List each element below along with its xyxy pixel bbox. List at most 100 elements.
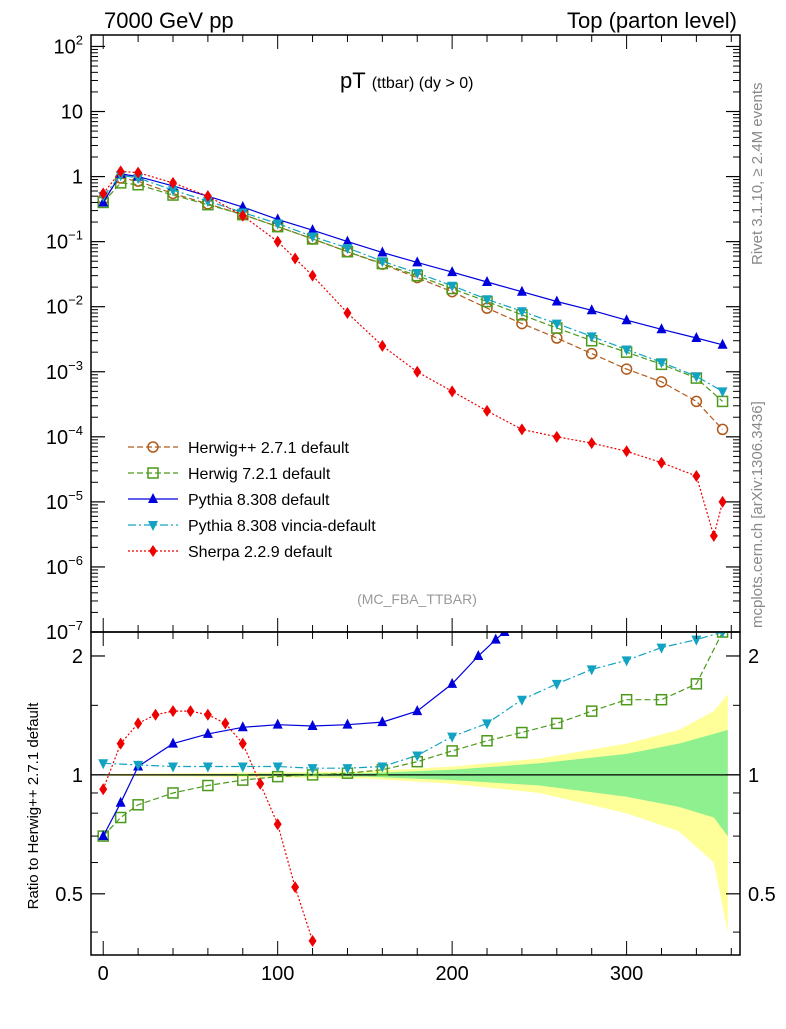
ratio-data-layer (91, 632, 740, 947)
header-left: 7000 GeV pp (104, 8, 234, 33)
main-data-point (116, 165, 125, 178)
main-data-point (482, 275, 493, 286)
ratio-data-point (621, 656, 632, 667)
main-y-tick-label: 10−3 (46, 358, 83, 384)
main-y-tick-label: 10−5 (46, 488, 83, 514)
ratio-data-point (308, 934, 317, 947)
ratio-data-point (151, 708, 160, 721)
main-data-point (656, 323, 667, 334)
ratio-data-point (273, 818, 282, 831)
ratio-uncertainty-band (103, 694, 728, 933)
legend-label: Pythia 8.308 vincia-default (188, 518, 376, 535)
ratio-data-point (237, 762, 248, 773)
plot-watermark: (MC_FBA_TTBAR) (357, 591, 477, 607)
ratio-data-point (307, 719, 318, 730)
ratio-y-tick-label: 1 (72, 765, 83, 787)
main-data-point (551, 295, 562, 306)
legend-label: Herwig 7.2.1 default (188, 466, 331, 483)
main-data-point (307, 224, 318, 235)
ratio-data-point (291, 881, 300, 894)
ratio-y-axis-label: Ratio to Herwig++ 2.7.1 default (25, 702, 42, 910)
ratio-data-point (134, 717, 143, 730)
ratio-data-point (447, 677, 458, 688)
ratio-data-point (116, 737, 125, 750)
ratio-y-tick-label-right: 2 (748, 646, 759, 668)
main-y-tick-label: 10−6 (46, 553, 83, 579)
ratio-data-point (272, 718, 283, 729)
main-data-point (552, 430, 561, 443)
main-data-point (291, 252, 300, 265)
legend-marker (147, 467, 159, 479)
main-data-point (621, 345, 632, 356)
main-data-point (691, 332, 702, 343)
ratio-data-point (237, 721, 248, 732)
ratio-data-point (202, 779, 214, 792)
main-data-point (447, 266, 458, 277)
ratio-data-point (98, 830, 109, 841)
legend-marker (148, 493, 158, 503)
main-data-point (690, 395, 703, 408)
header-right: Top (parton level) (567, 8, 737, 33)
main-data-layer (97, 165, 729, 542)
side-label-top: Rivet 3.1.10, ≥ 2.4M events (749, 83, 766, 266)
main-data-point (551, 332, 563, 344)
ratio-data-point (473, 649, 484, 660)
ratio-uncertainty-band (103, 729, 728, 837)
main-data-point (717, 338, 728, 349)
ratio-data-point (99, 783, 108, 796)
ratio-data-point (342, 764, 353, 775)
main-data-point (483, 404, 492, 417)
main-data-point (378, 339, 387, 352)
legend-label: Pythia 8.308 default (188, 492, 330, 509)
ratio-data-point (377, 716, 388, 727)
ratio-data-point (237, 774, 249, 786)
ratio-data-point (203, 708, 212, 721)
legend-marker (149, 545, 157, 557)
ratio-data-point (168, 705, 177, 718)
main-y-tick-label: 10−4 (46, 423, 83, 449)
ratio-data-point (481, 735, 493, 747)
ratio-data-point (167, 737, 178, 748)
ratio-data-point (272, 762, 283, 773)
main-data-point (342, 243, 353, 254)
main-data-point (99, 187, 108, 200)
ratio-data-point (691, 635, 702, 646)
ratio-data-point (256, 777, 265, 790)
main-series-line (102, 174, 723, 392)
ratio-data-point (551, 717, 563, 730)
main-series-line (102, 173, 723, 346)
main-y-tick-label: 10−1 (46, 228, 83, 254)
ratio-data-point (551, 679, 562, 690)
x-tick-label: 200 (435, 963, 468, 985)
main-data-point (517, 423, 526, 436)
main-data-point (717, 387, 728, 398)
main-data-point (482, 295, 493, 306)
main-data-point (447, 281, 458, 292)
main-data-point (516, 285, 527, 296)
main-data-point (342, 235, 353, 246)
main-data-point (691, 372, 702, 383)
main-data-point (203, 190, 212, 203)
main-data-point (716, 423, 729, 436)
main-data-point (413, 365, 422, 378)
ratio-data-point (167, 787, 179, 799)
main-data-point (621, 314, 632, 325)
main-data-point (307, 232, 318, 243)
main-y-tick-label: 102 (54, 32, 83, 58)
ratio-data-point (115, 796, 126, 807)
main-data-point (133, 174, 144, 185)
main-data-point (586, 304, 597, 315)
main-y-tick-label: 10−2 (46, 293, 83, 319)
ratio-data-point (482, 719, 493, 730)
ratio-data-point (186, 705, 195, 718)
ratio-data-point (307, 764, 318, 775)
ratio-data-point (342, 718, 353, 729)
ratio-data-point (690, 678, 703, 690)
ratio-data-point (377, 762, 388, 773)
ratio-data-point (516, 695, 527, 706)
main-data-point (134, 166, 143, 179)
main-data-point (587, 437, 596, 450)
ratio-series-line (102, 710, 314, 942)
